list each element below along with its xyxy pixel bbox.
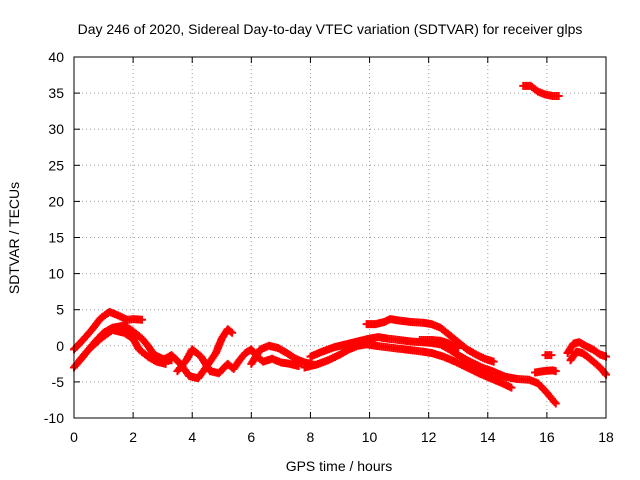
data-point: [547, 351, 556, 360]
y-tick-label: 20: [48, 193, 64, 209]
series-arc-l: [531, 366, 560, 377]
data-points: [70, 81, 610, 408]
y-tick-label: 25: [48, 157, 64, 173]
grid: [74, 57, 606, 418]
series-arc-g: [300, 340, 516, 392]
y-axis-label: SDTVAR / TECUs: [6, 182, 22, 294]
y-tick-label: 0: [56, 338, 64, 354]
chart-title: Day 246 of 2020, Sidereal Day-to-day VTE…: [78, 21, 583, 37]
data-point: [551, 367, 560, 376]
series-arc-m: [541, 351, 556, 360]
x-axis-label: GPS time / hours: [286, 458, 393, 474]
x-tick-label: 16: [539, 429, 555, 445]
x-tick-label: 14: [480, 429, 496, 445]
data-point: [551, 399, 560, 408]
data-marker: [550, 398, 559, 407]
x-tick-label: 12: [421, 429, 437, 445]
series-arc-c: [75, 325, 170, 368]
series-arc-k: [519, 81, 563, 100]
axis-ticks: 0 2 4 6 8 10 12 14 16 18 -10 -5 0 5 10 15 20 25 30 35 40: [44, 49, 614, 445]
series-arc-o: [566, 347, 610, 379]
x-tick-label: 8: [307, 429, 315, 445]
data-point: [454, 343, 463, 352]
x-tick-label: 2: [129, 429, 137, 445]
data-point: [489, 357, 498, 366]
y-tick-label: 30: [48, 121, 64, 137]
y-tick-label: 15: [48, 230, 64, 246]
x-tick-label: 4: [188, 429, 196, 445]
x-tick-label: 10: [362, 429, 378, 445]
series-arc-n: [563, 338, 610, 361]
x-tick-label: 18: [598, 429, 614, 445]
y-tick-label: 35: [48, 85, 64, 101]
x-tick-label: 0: [70, 429, 78, 445]
x-tick-label: 6: [247, 429, 255, 445]
series-arc-a: [70, 307, 146, 354]
series-arc-j: [415, 336, 463, 352]
series-arc-h: [306, 333, 560, 408]
data-marker: [226, 327, 235, 336]
data-point: [228, 328, 237, 337]
y-tick-label: 40: [48, 49, 64, 65]
y-tick-label: -5: [52, 374, 65, 390]
data-marker: [600, 369, 609, 378]
y-tick-label: 10: [48, 266, 64, 282]
plot-area: [73, 56, 607, 419]
data-point: [137, 315, 146, 324]
series-arc-f: [247, 341, 318, 369]
data-point: [554, 91, 563, 100]
y-tick-label: -10: [44, 410, 64, 426]
y-tick-label: 5: [56, 302, 64, 318]
data-point: [507, 383, 516, 392]
